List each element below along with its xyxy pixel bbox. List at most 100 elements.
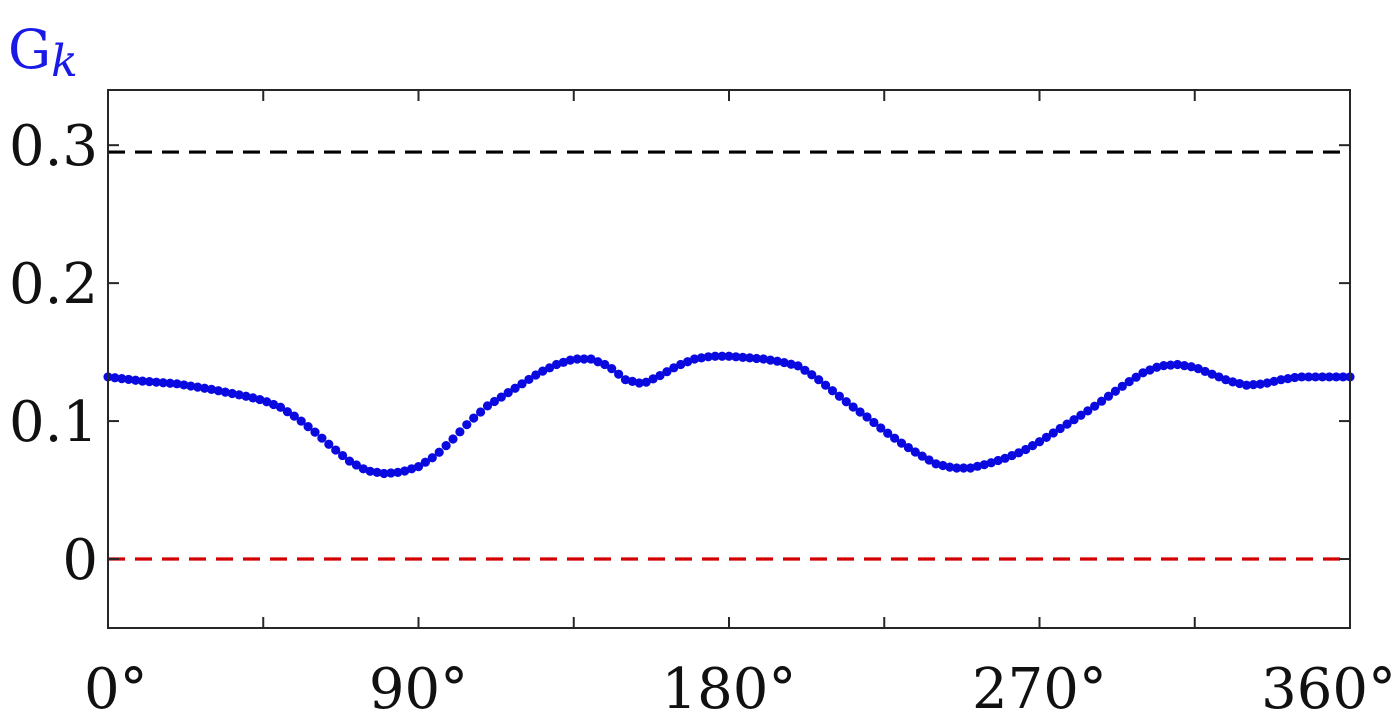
y-axis-label-main: G	[8, 18, 51, 81]
data-point	[1021, 444, 1031, 455]
data-point	[441, 441, 451, 451]
data-point	[331, 445, 341, 455]
data-point	[965, 463, 976, 473]
data-point	[579, 354, 589, 364]
data-point	[469, 413, 479, 423]
data-point	[393, 467, 403, 477]
data-point	[834, 391, 845, 401]
reference-lines	[108, 150, 1350, 561]
data-point	[1269, 376, 1279, 386]
data-point	[752, 353, 762, 364]
data-point	[910, 447, 920, 457]
data-point	[827, 386, 838, 396]
data-point	[572, 354, 582, 364]
data-point	[296, 416, 306, 426]
y-tick-labels: 0 0.1 0.2 0.3	[9, 114, 98, 593]
data-point	[634, 378, 644, 388]
data-point	[1221, 375, 1231, 385]
data-point	[565, 355, 575, 365]
data-point	[165, 378, 175, 388]
data-point	[869, 417, 879, 428]
data-point	[558, 357, 569, 367]
data-point	[234, 390, 244, 400]
data-point	[648, 374, 658, 384]
data-point	[1338, 372, 1348, 382]
data-point	[703, 352, 713, 362]
data-point	[206, 384, 217, 394]
data-point	[551, 359, 562, 370]
data-point	[110, 373, 120, 383]
data-point	[800, 365, 810, 375]
data-point	[931, 459, 941, 469]
data-point	[448, 434, 458, 444]
y-tick-label: 0	[62, 528, 98, 593]
data-point	[1200, 366, 1210, 377]
data-point	[407, 464, 417, 474]
data-point	[814, 375, 824, 385]
data-point	[538, 366, 548, 376]
data-point	[275, 402, 286, 412]
x-tick-label: 180°	[662, 657, 797, 720]
data-point	[862, 412, 872, 422]
data-point	[593, 357, 603, 367]
data-point	[793, 361, 803, 371]
data-point	[786, 359, 796, 369]
data-point	[855, 407, 865, 417]
data-point	[144, 377, 154, 387]
data-point	[1235, 378, 1245, 389]
data-point	[1297, 372, 1307, 382]
data-point	[1207, 369, 1217, 379]
data-point	[917, 451, 927, 461]
data-point	[193, 382, 203, 392]
data-point	[717, 351, 727, 361]
data-point	[1186, 362, 1196, 372]
data-point	[269, 399, 279, 410]
data-point	[310, 427, 320, 437]
data-point	[1028, 441, 1038, 451]
data-point	[1255, 379, 1265, 389]
data-point	[117, 373, 127, 384]
data-point	[1034, 437, 1045, 447]
data-point	[627, 376, 638, 386]
data-point	[255, 394, 265, 405]
data-point	[731, 352, 741, 362]
data-point	[986, 458, 996, 468]
data-point	[745, 353, 755, 363]
data-point	[1090, 401, 1100, 411]
data-point	[1179, 361, 1189, 371]
data-point	[220, 387, 230, 397]
data-point	[476, 407, 486, 417]
data-point	[317, 433, 327, 443]
data-point	[545, 363, 555, 373]
data-point	[1062, 419, 1072, 429]
data-point	[1014, 448, 1024, 458]
data-point	[821, 380, 831, 390]
data-point	[972, 461, 983, 471]
data-point	[503, 388, 513, 398]
data-point	[676, 359, 686, 370]
data-point	[365, 466, 375, 476]
data-point	[510, 383, 520, 393]
data-point	[689, 354, 700, 364]
data-point	[938, 460, 948, 471]
data-point	[137, 376, 148, 386]
data-point	[496, 392, 506, 402]
data-point	[758, 354, 769, 364]
data-point	[1055, 423, 1065, 434]
axis-ticks	[107, 90, 1351, 628]
data-point	[979, 460, 989, 470]
data-point	[1007, 450, 1017, 461]
data-point	[1000, 453, 1010, 463]
data-point	[876, 423, 886, 433]
data-point	[1248, 380, 1258, 390]
svg-text:Gk: Gk	[8, 18, 78, 87]
data-point	[607, 364, 617, 374]
data-point	[945, 462, 955, 472]
data-point	[462, 420, 472, 430]
x-tick-label: 270°	[972, 657, 1107, 720]
data-point	[1324, 372, 1334, 382]
data-point	[262, 397, 272, 407]
data-point	[1145, 365, 1155, 375]
data-point	[227, 388, 237, 399]
